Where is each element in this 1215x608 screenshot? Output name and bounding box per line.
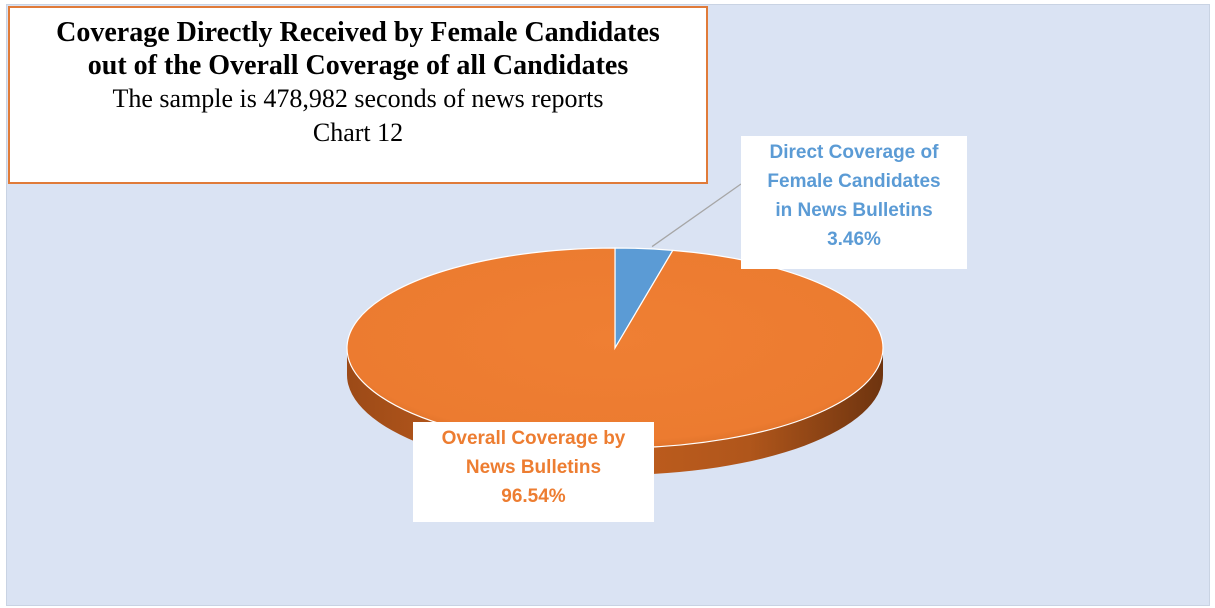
data-label-line: News Bulletins — [465, 457, 602, 478]
data-label-line: Direct Coverage of — [769, 142, 939, 163]
data-label-female-candidates: Direct Coverage of Female Candidates in … — [741, 136, 967, 269]
chart-subtitle: The sample is 478,982 seconds of news re… — [112, 84, 604, 113]
chart-title-line-1: Coverage Directly Received by Female Can… — [56, 17, 660, 48]
chart-title-box: Coverage Directly Received by Female Can… — [8, 6, 708, 184]
pie-slice-overall-coverage — [346, 247, 884, 449]
chart-caption: Chart 12 — [312, 118, 404, 147]
data-label-line: Female Candidates — [767, 171, 941, 192]
leader-line — [651, 183, 742, 248]
data-label-value: 96.54% — [501, 486, 566, 507]
chart-title-line-2: out of the Overall Coverage of all Candi… — [87, 50, 629, 81]
data-label-overall-coverage: Overall Coverage by News Bulletins 96.54… — [413, 422, 654, 522]
pie-top-face — [346, 247, 884, 449]
data-label-value: 3.46% — [827, 229, 881, 250]
data-label-line: in News Bulletins — [775, 200, 933, 221]
data-label-line: Overall Coverage by — [441, 428, 626, 449]
